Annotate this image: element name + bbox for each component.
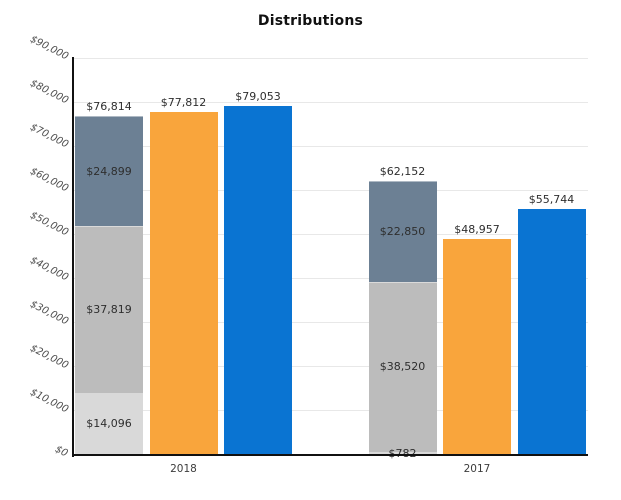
bar-value-label: $77,812 <box>160 95 207 109</box>
y-axis-line <box>72 57 74 457</box>
y-tick-label: $90,000 <box>27 33 70 63</box>
y-tick-label: $40,000 <box>27 254 70 284</box>
segment-value-label: $14,096 <box>86 417 132 431</box>
y-tick-label: $20,000 <box>27 342 70 372</box>
x-category-label: 2018 <box>170 463 197 475</box>
segment-value-label: $37,819 <box>86 302 132 316</box>
bar-value-label: $48,957 <box>454 223 500 237</box>
y-tick-label: $60,000 <box>27 166 70 195</box>
stacked-bar-segment-top <box>368 180 437 282</box>
gridline <box>73 366 588 368</box>
x-category-label: 2017 <box>463 463 491 475</box>
segment-value-label: $22,850 <box>379 224 426 238</box>
stacked-bar-total-label: $76,814 <box>86 100 132 114</box>
gridline <box>73 101 588 103</box>
stacked-bar-segment-middle <box>368 281 437 452</box>
y-tick-label: $10,000 <box>27 386 70 416</box>
gridline <box>73 189 588 191</box>
bar-value-label: $79,053 <box>235 90 281 104</box>
gridline <box>73 410 588 412</box>
orange-bar <box>443 239 511 455</box>
y-tick-label: $30,000 <box>27 298 70 328</box>
y-tick-label: $50,000 <box>27 210 70 239</box>
y-tick-label: $70,000 <box>27 122 70 151</box>
y-tick-label: $0 <box>53 443 70 460</box>
gridline <box>73 145 588 147</box>
gridline <box>73 278 588 280</box>
stacked-bar-segment-bottom <box>368 451 437 455</box>
segment-value-label: $38,520 <box>379 360 426 374</box>
chart-title: Distributions <box>257 13 364 29</box>
blue-bar <box>224 106 292 455</box>
gridline <box>73 57 588 59</box>
gridline <box>73 233 588 235</box>
orange-bar <box>149 111 218 455</box>
bar-value-label: $55,744 <box>528 193 575 207</box>
segment-value-label: $24,899 <box>86 164 132 178</box>
gridline <box>73 322 588 324</box>
stacked-bar-segment-top <box>75 116 143 226</box>
stacked-bar-total-label: $62,152 <box>379 164 426 178</box>
x-axis-line <box>72 454 588 456</box>
stacked-bar-segment-middle <box>75 225 143 393</box>
blue-bar <box>517 209 586 455</box>
stacked-bar-segment-bottom <box>75 392 143 455</box>
